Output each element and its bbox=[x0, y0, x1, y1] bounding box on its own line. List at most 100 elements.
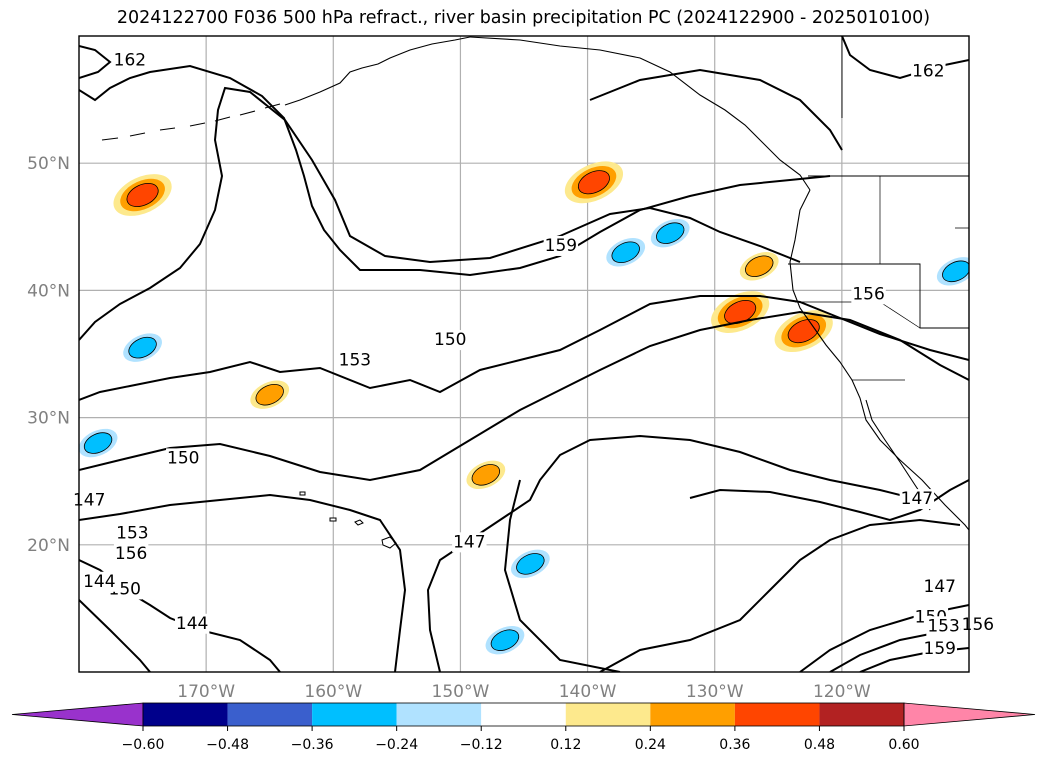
contour-label-bg bbox=[922, 576, 957, 597]
contour-label-bg bbox=[851, 284, 886, 305]
border-states bbox=[795, 176, 969, 381]
contour-label-bg bbox=[452, 532, 487, 553]
colorbar-segment bbox=[565, 703, 651, 726]
colorbar-tick-label: 0.24 bbox=[635, 737, 666, 753]
precip-anomaly-layer bbox=[79, 161, 969, 655]
lat-tick-label: 20°N bbox=[27, 536, 70, 556]
contour-label: 156 bbox=[962, 615, 994, 635]
contour-label: 153 bbox=[927, 616, 959, 636]
precip-anomaly-patch bbox=[516, 553, 545, 575]
colorbar-tick-label: −0.24 bbox=[375, 737, 418, 753]
precip-anomaly-patch bbox=[255, 383, 284, 406]
contour-label: 162 bbox=[114, 50, 146, 70]
colorbar-tick-label: 0.48 bbox=[804, 737, 835, 753]
colorbar-segment bbox=[650, 703, 735, 726]
contour-label-bg bbox=[543, 235, 579, 256]
lat-tick-label: 50°N bbox=[27, 154, 70, 174]
contour-line bbox=[79, 493, 407, 672]
contour-line bbox=[689, 479, 969, 522]
contour-label: 144 bbox=[83, 572, 115, 592]
colorbar-tick-label: 0.12 bbox=[550, 737, 581, 753]
contour-line bbox=[589, 68, 843, 151]
lon-tick-label: 130°W bbox=[686, 682, 744, 702]
contour-label-bg bbox=[115, 523, 150, 544]
colorbar-tick-label: −0.60 bbox=[122, 737, 165, 753]
precip-anomaly-patch bbox=[128, 336, 157, 359]
contour-label: 153 bbox=[339, 350, 371, 370]
contour-line bbox=[79, 45, 112, 79]
coastline-alaska-gulf bbox=[469, 36, 811, 191]
contour-label: 159 bbox=[545, 236, 577, 256]
lat-tick-label: 40°N bbox=[27, 281, 70, 301]
contour-label: 150 bbox=[109, 579, 141, 599]
lon-tick-label: 120°W bbox=[813, 682, 871, 702]
contour-line bbox=[79, 599, 151, 672]
contour-label-bg bbox=[113, 543, 149, 564]
coastline-aleutians bbox=[101, 103, 281, 141]
colorbar-tick-label: −0.36 bbox=[291, 737, 334, 753]
contour-label: 150 bbox=[434, 330, 466, 350]
contour-line bbox=[79, 310, 969, 482]
colorbar-segment bbox=[734, 703, 820, 726]
colorbar-extend-high bbox=[903, 702, 1036, 727]
lon-tick-label: 140°W bbox=[559, 682, 617, 702]
contour-line bbox=[79, 295, 969, 401]
colorbar-frame bbox=[142, 702, 905, 727]
contour-label: 147 bbox=[73, 490, 105, 510]
contour-label: 150 bbox=[167, 448, 199, 468]
contour-label-bg bbox=[112, 50, 148, 71]
hawaii-islands bbox=[299, 491, 397, 549]
colorbar-tick-label: −0.12 bbox=[460, 737, 503, 753]
contour-label: 147 bbox=[901, 489, 933, 509]
precip-anomaly-patch bbox=[611, 241, 640, 263]
contour-label-bg bbox=[911, 61, 946, 82]
precip-anomaly-patch bbox=[656, 222, 685, 244]
colorbar-segment bbox=[143, 703, 228, 726]
precip-anomaly-patch bbox=[745, 255, 774, 277]
contour-line bbox=[79, 86, 801, 341]
graticule bbox=[79, 36, 969, 672]
contour-label-bg bbox=[899, 489, 935, 510]
precip-anomaly-patch bbox=[490, 629, 520, 651]
colorbar-segment bbox=[819, 703, 904, 726]
contour-line bbox=[503, 479, 621, 672]
precip-anomaly-patch bbox=[787, 319, 820, 344]
contour-label: 162 bbox=[912, 62, 944, 82]
precip-anomaly-patch bbox=[942, 260, 969, 283]
lat-tick-label: 30°N bbox=[27, 409, 70, 429]
precip-anomaly-patch bbox=[83, 432, 113, 454]
coastline-layer bbox=[101, 36, 969, 549]
contour-label: 159 bbox=[924, 639, 956, 659]
contour-line bbox=[426, 434, 921, 672]
contour-label: 156 bbox=[115, 544, 147, 564]
contour-label-bg bbox=[174, 613, 210, 634]
colorbar-tick-label: −0.48 bbox=[206, 737, 249, 753]
lon-tick-label: 160°W bbox=[304, 682, 362, 702]
precip-anomaly-patch bbox=[471, 464, 501, 486]
contour-label-bg bbox=[82, 571, 117, 592]
lon-tick-label: 170°W bbox=[177, 682, 235, 702]
contour-label: 147 bbox=[453, 532, 485, 552]
contour-label-bg bbox=[166, 448, 201, 469]
precip-anomaly-patch bbox=[577, 170, 610, 195]
precip-anomaly-patch bbox=[126, 182, 159, 208]
contour-label: 156 bbox=[852, 284, 884, 304]
colorbar-segment bbox=[312, 703, 397, 726]
contour-line bbox=[599, 518, 961, 672]
colorbar-tick-label: 0.60 bbox=[888, 737, 919, 753]
contour-label-bg bbox=[71, 490, 107, 511]
contour-label-bg bbox=[926, 616, 961, 637]
colorbar-tick-label: 0.36 bbox=[719, 737, 750, 753]
contour-label: 153 bbox=[116, 523, 148, 543]
colorbar-segment bbox=[481, 703, 566, 726]
contour-label-bg bbox=[337, 350, 373, 371]
axis-tick-labels: 170°W 160°W 150°W 140°W 130°W 120°W 20°N 30°N 40… bbox=[27, 154, 871, 702]
border-canada-us bbox=[788, 36, 969, 329]
colorbar-segment bbox=[396, 703, 482, 726]
contour-label: 144 bbox=[176, 614, 208, 634]
colorbar: −0.60 −0.48 −0.36 −0.24 −0.12 0.12 0.24 0.36 0.4… bbox=[11, 702, 1036, 753]
contour-label-bg bbox=[433, 330, 468, 351]
